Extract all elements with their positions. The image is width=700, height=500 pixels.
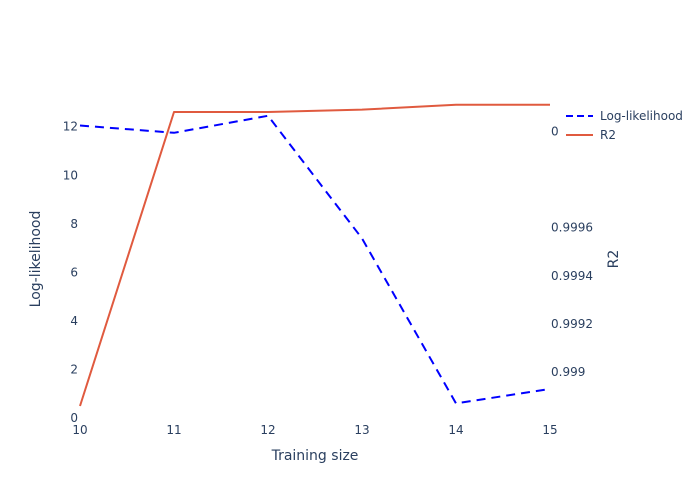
y2-tick-label: 0.9996 — [551, 221, 593, 235]
legend-label: Log-likelihood — [600, 109, 683, 123]
y-tick-label: 6 — [70, 265, 78, 279]
x-tick-label: 10 — [72, 423, 87, 437]
y-tick-label: 2 — [70, 362, 78, 376]
legend: Log-likelihood R2 — [566, 109, 683, 142]
y-axis-title: Log-likelihood — [28, 211, 44, 308]
y-tick-label: 10 — [63, 168, 78, 182]
x-tick-label: 13 — [354, 423, 369, 437]
y2-tick-label: 0.999 — [551, 365, 585, 379]
series-line-log-likelihood — [79, 114, 551, 405]
y-tick-label: 8 — [70, 217, 78, 231]
y-tick-label: 12 — [63, 120, 78, 134]
x-tick-label: 14 — [448, 423, 463, 437]
y-tick-label: 0 — [70, 411, 78, 425]
legend-label: R2 — [600, 128, 616, 142]
x-tick-label: 15 — [542, 423, 557, 437]
y2-tick-label: 0.9992 — [551, 317, 593, 331]
y2-tick-label: 0.9994 — [551, 269, 593, 283]
x-tick-label: 11 — [166, 423, 181, 437]
plot-area — [79, 103, 551, 407]
x-axis-title: Training size — [271, 448, 359, 464]
y-axis-ticks: 0 2 4 6 8 10 12 — [63, 120, 78, 425]
y2-axis-title: R2 — [606, 250, 622, 269]
y2-tick-label: 0 — [551, 124, 559, 138]
x-tick-label: 12 — [260, 423, 275, 437]
x-axis-ticks: 10 11 12 13 14 15 — [72, 423, 557, 437]
series-line-r2 — [79, 103, 550, 407]
y2-axis-ticks: 0.999 0.9992 0.9994 0.9996 0 — [551, 124, 593, 379]
y-tick-label: 4 — [70, 314, 78, 328]
